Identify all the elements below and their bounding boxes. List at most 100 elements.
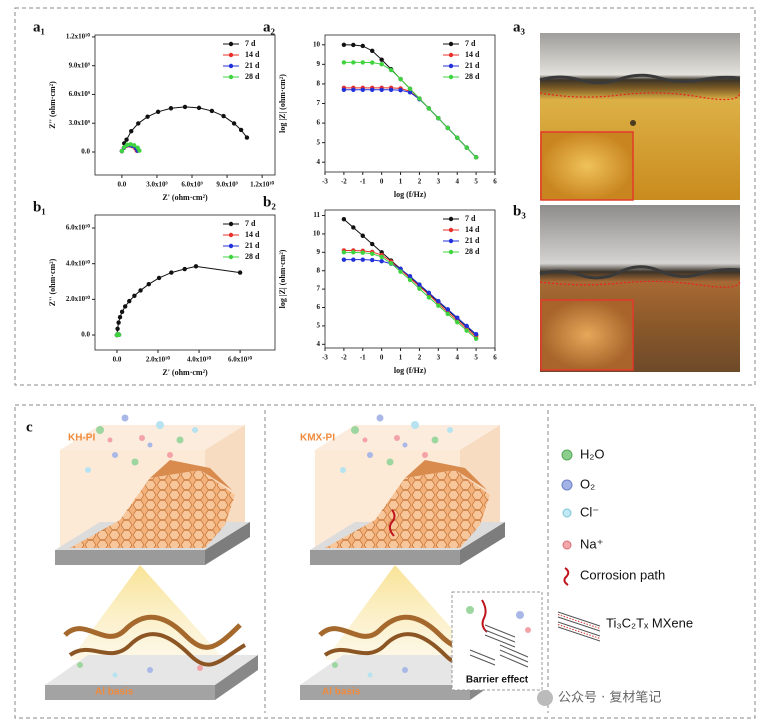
data-point (196, 105, 202, 111)
legend-label: 7 d (245, 39, 256, 48)
plot-frame (94, 34, 276, 176)
panel-label: b₁ (33, 199, 46, 215)
data-point (116, 332, 122, 338)
data-point (360, 250, 365, 255)
data-point (436, 303, 441, 308)
watermark: 公众号 · 复材笔记 (558, 690, 661, 706)
x-tick-label: 2 (418, 354, 422, 362)
legend-label: 28 d (465, 72, 480, 81)
y-axis-label: log |Z| (ohm·cm²) (278, 249, 287, 308)
y-tick-label: 6 (317, 303, 321, 311)
data-point (117, 314, 123, 320)
legend-marker (228, 254, 234, 260)
legend-marker (228, 52, 234, 58)
legend-marker (228, 243, 234, 249)
data-point (209, 108, 215, 114)
x-tick-label: 2.0x10¹⁰ (146, 356, 170, 364)
data-point (168, 106, 174, 111)
data-point (370, 48, 375, 54)
data-point (370, 60, 375, 65)
data-point (145, 114, 150, 119)
photo (539, 33, 741, 201)
data-point (436, 115, 441, 121)
data-point (351, 257, 356, 262)
x-tick-label: 0.0 (118, 181, 127, 189)
data-point (221, 113, 226, 119)
x-tick-label: -3 (322, 354, 328, 362)
data-point (407, 274, 413, 279)
x-tick-label: 1 (399, 354, 403, 362)
data-point (388, 87, 394, 93)
legend-marker (228, 41, 234, 47)
data-point (237, 270, 243, 275)
x-tick-label: 6.0x10⁹ (181, 181, 202, 189)
data-point (370, 241, 375, 247)
y-tick-label: 3.0x10⁹ (69, 119, 90, 127)
barrier-inset (451, 591, 543, 691)
data-point (341, 87, 347, 93)
data-point (351, 42, 356, 48)
legend-label: 21 d (465, 61, 480, 70)
data-point (360, 60, 365, 65)
data-point (115, 326, 120, 331)
panel-label: c (26, 419, 33, 435)
substrate-label: Al basis (95, 687, 134, 698)
x-axis-label: log (f/Hz) (394, 190, 427, 199)
data-point (455, 135, 460, 140)
data-point (455, 315, 460, 320)
series-line (116, 265, 241, 336)
panel-frame (14, 7, 756, 386)
y-tick-label: 6.0x10⁹ (69, 90, 90, 98)
data-point (137, 148, 142, 153)
scene-title: KMX-PI (300, 433, 335, 444)
data-point (136, 121, 141, 126)
y-axis-label: Z'' (ohm·cm²) (48, 81, 57, 129)
y-tick-label: 5 (317, 322, 321, 330)
x-tick-label: 6 (493, 354, 497, 362)
x-tick-label: 1.2x10¹⁰ (250, 181, 274, 189)
data-point (156, 275, 162, 281)
legend-label: 14 d (465, 50, 480, 59)
series-line (343, 89, 477, 158)
data-point (122, 304, 128, 309)
data-point (360, 43, 365, 49)
legend-marker (448, 227, 454, 233)
legend-label: Corrosion path (580, 567, 665, 582)
legend-marker (448, 74, 454, 80)
y-tick-label: 5 (317, 138, 321, 146)
x-tick-label: 5 (474, 354, 478, 362)
data-point (398, 269, 403, 274)
legend-label: 28 d (465, 247, 480, 256)
data-point (426, 295, 432, 300)
data-point (351, 250, 356, 255)
legend-label: 21 d (245, 61, 260, 70)
data-point (464, 328, 469, 333)
x-tick-label: 4.0x10¹⁰ (187, 356, 211, 364)
x-tick-label: 0.0 (113, 356, 122, 364)
data-point (155, 109, 161, 115)
data-point (379, 258, 384, 264)
series-line (123, 106, 248, 144)
data-point (138, 288, 143, 293)
legend-marker (228, 74, 234, 80)
data-point (122, 144, 127, 150)
y-tick-label: 6 (317, 119, 321, 127)
legend-label: 28 d (245, 252, 260, 261)
y-tick-label: 8 (317, 266, 321, 274)
data-point (116, 320, 121, 325)
data-point (473, 332, 479, 337)
legend-label: Na⁺ (580, 536, 603, 551)
data-point (455, 320, 460, 325)
data-point (388, 67, 394, 73)
y-tick-label: 4.0x10¹⁰ (66, 259, 90, 267)
panel-label: a₂ (263, 19, 276, 35)
data-point (464, 323, 469, 329)
data-point (129, 128, 134, 134)
data-point (417, 96, 422, 101)
data-point (407, 90, 413, 95)
legend-marker (448, 52, 454, 58)
inset-label: Barrier effect (466, 675, 529, 686)
x-tick-label: 1 (399, 178, 403, 186)
plot-frame (94, 214, 276, 351)
